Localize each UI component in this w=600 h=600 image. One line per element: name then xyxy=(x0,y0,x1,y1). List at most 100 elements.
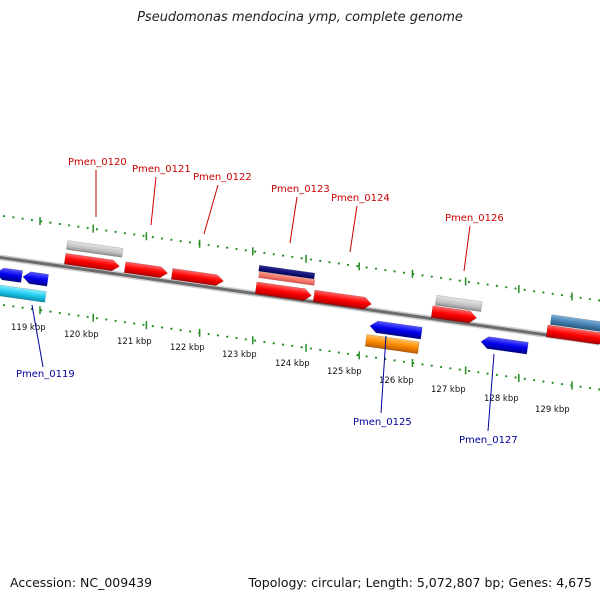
axis-tick-label: 124 kbp xyxy=(275,359,310,369)
forward-tick-dot xyxy=(505,286,508,289)
reverse-tick-dot xyxy=(440,365,443,369)
forward-tick-dot xyxy=(235,247,238,251)
reverse-tick-dot xyxy=(254,339,257,342)
gene-label-connector xyxy=(380,335,387,414)
cds-feature[interactable] xyxy=(258,271,316,286)
reverse-tick-dot xyxy=(226,335,229,338)
forward-tick-dot xyxy=(421,274,424,277)
forward-tick-dot xyxy=(356,265,359,268)
forward-tick-dot xyxy=(30,218,33,222)
forward-tick-dot xyxy=(300,257,303,260)
reverse-tick-dot xyxy=(542,380,545,383)
reverse-tick-dot xyxy=(309,347,312,350)
reverse-tick-dot xyxy=(533,379,536,382)
gene-label-connector xyxy=(349,205,358,253)
gene-label-forward[interactable]: Pmen_0126 xyxy=(445,213,504,224)
forward-tick-dot xyxy=(207,243,210,247)
reverse-tick-dot xyxy=(588,386,592,390)
reverse-tick-dot xyxy=(449,367,452,370)
forward-tick-dot xyxy=(365,266,368,269)
reverse-tick-dot xyxy=(263,340,266,344)
cds-feature[interactable] xyxy=(254,281,312,302)
reverse-tick-dot xyxy=(68,313,71,316)
reverse-tick-dot xyxy=(2,303,6,307)
reverse-tick-dot xyxy=(551,381,554,384)
cds-feature[interactable] xyxy=(550,314,600,333)
gene-label-forward[interactable]: Pmen_0122 xyxy=(193,172,252,183)
reverse-tick-dot xyxy=(142,323,145,326)
reverse-cds-feature[interactable] xyxy=(0,267,23,283)
reverse-tick-dot xyxy=(105,318,108,321)
reverse-tick-dot xyxy=(161,326,164,329)
forward-tick-dot xyxy=(393,270,396,273)
gene-label-reverse[interactable]: Pmen_0127 xyxy=(459,435,518,446)
forward-tick-dot xyxy=(495,284,498,287)
forward-tick-dot xyxy=(588,297,592,301)
gene-label-forward[interactable]: Pmen_0123 xyxy=(271,184,330,195)
reverse-cds-feature[interactable] xyxy=(480,336,529,355)
reverse-tick-dot xyxy=(421,363,424,366)
forward-tick-dot xyxy=(12,216,15,219)
gene-label-forward[interactable]: Pmen_0121 xyxy=(132,164,191,175)
forward-tick-dot xyxy=(533,290,536,293)
reverse-tick-dot xyxy=(207,332,210,336)
cds-feature[interactable] xyxy=(545,324,600,345)
cds-feature[interactable] xyxy=(170,268,224,286)
reverse-tick-dot xyxy=(170,327,173,330)
forward-tick-dot xyxy=(263,251,266,255)
forward-tick-dot xyxy=(114,230,117,233)
forward-tick-dot xyxy=(449,278,452,281)
reverse-tick-dot xyxy=(179,328,182,332)
gene-label-forward[interactable]: Pmen_0120 xyxy=(68,157,127,168)
reverse-cds-feature[interactable] xyxy=(369,320,423,340)
forward-tick-dot xyxy=(430,275,433,278)
axis-labels: 119 kbp 120 kbp 121 kbp 122 kbp 123 kbp 124 k… xyxy=(11,323,570,415)
axis-tick-label: 129 kbp xyxy=(535,405,570,415)
forward-tick-dot xyxy=(2,214,6,218)
forward-tick-dot xyxy=(216,245,219,248)
reverse-tick-dot xyxy=(495,373,498,376)
gene-label-reverse[interactable]: Pmen_0119 xyxy=(16,369,75,380)
forward-tick-dot xyxy=(77,225,80,228)
reverse-tick-dot xyxy=(505,375,508,378)
forward-tick-dot xyxy=(477,282,480,285)
rna-feature[interactable] xyxy=(435,295,483,312)
gene-label-reverse[interactable]: Pmen_0125 xyxy=(353,417,412,428)
cds-feature[interactable] xyxy=(430,305,477,324)
forward-tick-dot xyxy=(123,232,126,235)
forward-tick-dot xyxy=(133,233,136,236)
cds-feature[interactable] xyxy=(123,261,168,279)
reverse-tick-dot xyxy=(365,355,368,358)
forward-tick-dot xyxy=(272,253,275,256)
reverse-tick-dot xyxy=(77,314,80,317)
reverse-tick-dot xyxy=(95,317,99,320)
gene-label-forward[interactable]: Pmen_0124 xyxy=(331,193,390,204)
forward-tick-dot xyxy=(244,249,247,252)
forward-tick-dot xyxy=(95,228,99,231)
gene-label-connector xyxy=(31,304,44,368)
forward-tick-dot xyxy=(523,288,526,291)
reverse-cds-feature[interactable] xyxy=(22,271,49,287)
cds-feature[interactable] xyxy=(258,264,316,280)
axis-tick-label: 126 kbp xyxy=(379,376,414,386)
forward-tick-dot xyxy=(151,236,154,239)
reverse-tick-dot xyxy=(291,344,294,348)
axis-tick-label: 120 kbp xyxy=(64,330,99,340)
gene-label-connector xyxy=(487,353,495,432)
reverse-tick-dot xyxy=(393,359,396,362)
reverse-tick-dot xyxy=(430,364,433,367)
cds-feature[interactable] xyxy=(63,252,120,272)
accession-text: Accession: NC_009439 xyxy=(10,575,153,590)
cds-feature[interactable] xyxy=(312,289,372,310)
reverse-cds-feature[interactable] xyxy=(0,284,47,303)
forward-tick-dot xyxy=(254,250,257,253)
forward-tick-dot xyxy=(226,246,229,249)
rna-feature[interactable] xyxy=(66,240,124,258)
reverse-tick-dot xyxy=(467,369,471,373)
reverse-tick-dot xyxy=(328,350,331,353)
other-feature[interactable] xyxy=(364,334,420,355)
reverse-tick-dot xyxy=(374,356,378,359)
forward-tick-dot xyxy=(281,254,285,257)
reverse-tick-dot xyxy=(579,385,582,388)
